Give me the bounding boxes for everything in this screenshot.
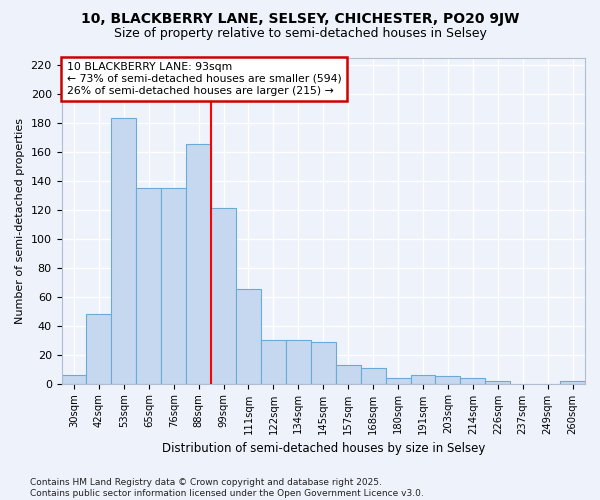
Bar	[361, 368, 386, 384]
Bar	[261, 340, 286, 384]
Y-axis label: Number of semi-detached properties: Number of semi-detached properties	[15, 118, 25, 324]
Bar	[211, 208, 236, 384]
Bar	[460, 378, 485, 384]
Bar	[311, 342, 336, 384]
X-axis label: Distribution of semi-detached houses by size in Selsey: Distribution of semi-detached houses by …	[161, 442, 485, 455]
Text: 10, BLACKBERRY LANE, SELSEY, CHICHESTER, PO20 9JW: 10, BLACKBERRY LANE, SELSEY, CHICHESTER,…	[81, 12, 519, 26]
Bar	[410, 375, 436, 384]
Bar	[485, 380, 510, 384]
Bar	[386, 378, 410, 384]
Text: 10 BLACKBERRY LANE: 93sqm
← 73% of semi-detached houses are smaller (594)
26% of: 10 BLACKBERRY LANE: 93sqm ← 73% of semi-…	[67, 62, 341, 96]
Text: Size of property relative to semi-detached houses in Selsey: Size of property relative to semi-detach…	[113, 28, 487, 40]
Bar	[161, 188, 186, 384]
Bar	[336, 364, 361, 384]
Bar	[560, 380, 585, 384]
Text: Contains HM Land Registry data © Crown copyright and database right 2025.
Contai: Contains HM Land Registry data © Crown c…	[30, 478, 424, 498]
Bar	[286, 340, 311, 384]
Bar	[436, 376, 460, 384]
Bar	[236, 290, 261, 384]
Bar	[136, 188, 161, 384]
Bar	[62, 375, 86, 384]
Bar	[86, 314, 112, 384]
Bar	[112, 118, 136, 384]
Bar	[186, 144, 211, 384]
